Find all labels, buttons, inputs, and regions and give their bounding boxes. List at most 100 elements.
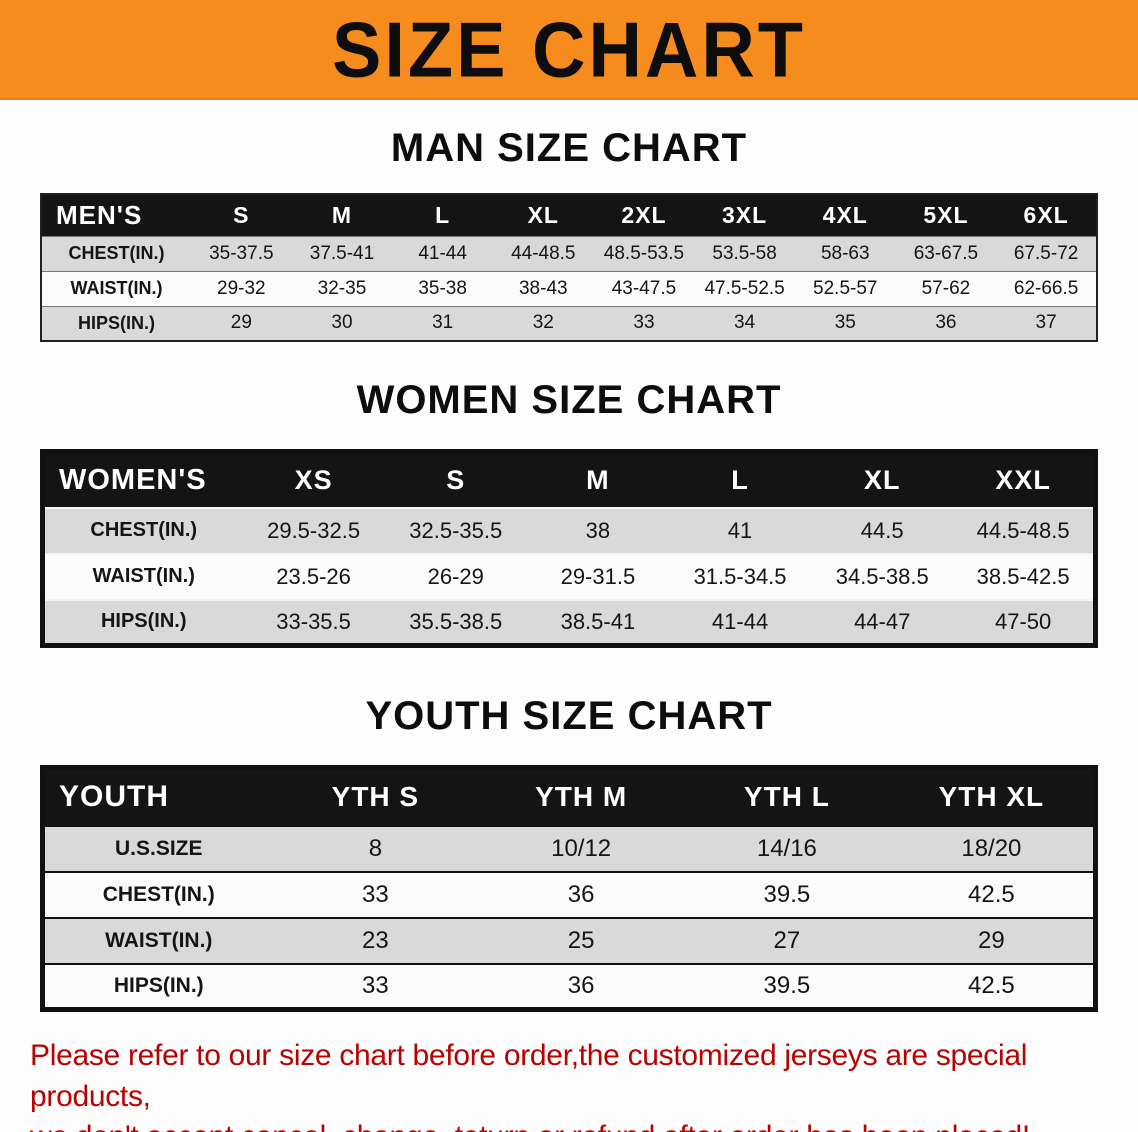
table-row: CHEST(IN.) 33 36 39.5 42.5 [42, 870, 1096, 918]
women-section-heading: WOMEN SIZE CHART [356, 378, 782, 422]
table-row: HIPS(IN.) 33-35.5 35.5-38.5 38.5-41 41-44 44-… [42, 598, 1096, 646]
measurement-row-label: WAIST(IN.) [41, 270, 191, 306]
size-value: 23.5-26 [242, 552, 385, 600]
youth-section: YOUTH SIZE CHART YOUTH YTH S YTH M YTH L YTH… [0, 648, 1138, 1012]
size-value: 48.5-53.5 [593, 235, 695, 271]
table-row: U.S.SIZE 8 10/12 14/16 18/20 [42, 824, 1096, 872]
table-row: WAIST(IN.) 29-32 32-35 35-38 38-43 43-47.5 47.… [41, 270, 1097, 306]
size-value: 44-47 [811, 598, 954, 646]
size-value: 30 [291, 305, 393, 341]
disclaimer-line-1: Please refer to our size chart before or… [30, 1039, 1028, 1113]
size-column-header: M [526, 451, 669, 508]
youth-section-heading: YOUTH SIZE CHART [365, 694, 773, 738]
size-column-header: S [191, 194, 292, 236]
size-value: 42.5 [889, 962, 1096, 1010]
size-value: 34.5-38.5 [811, 552, 954, 600]
size-value: 29 [191, 305, 292, 341]
table-row: HIPS(IN.) 29 30 31 32 33 34 35 36 37 [41, 305, 1097, 341]
men-section-heading: MAN SIZE CHART [390, 126, 748, 170]
size-value: 32.5-35.5 [384, 506, 527, 554]
size-value: 31 [392, 305, 493, 341]
table-corner-label: WOMEN'S [42, 451, 243, 508]
size-column-header: L [392, 194, 493, 236]
size-value: 32 [492, 305, 594, 341]
size-value: 33-35.5 [242, 598, 385, 646]
measurement-row-label: WAIST(IN.) [42, 916, 273, 964]
page-title: SIZE CHART [332, 5, 806, 93]
size-value: 23 [272, 916, 479, 964]
size-value: 29-32 [191, 270, 292, 306]
table-corner-label: MEN'S [41, 194, 191, 236]
measurement-row-label: U.S.SIZE [42, 824, 273, 872]
banner: SIZE CHART [0, 0, 1138, 100]
size-value: 8 [272, 824, 479, 872]
size-value: 41-44 [392, 235, 493, 271]
size-column-header: 5XL [895, 194, 997, 236]
size-value: 57-62 [895, 270, 997, 306]
size-column-header: YTH S [272, 767, 479, 826]
size-column-header: XL [811, 451, 954, 508]
size-value: 39.5 [684, 962, 890, 1010]
size-value: 35-37.5 [191, 235, 292, 271]
size-value: 38 [526, 506, 669, 554]
table-header-row: YOUTH YTH S YTH M YTH L YTH XL [42, 767, 1096, 826]
size-value: 14/16 [684, 824, 890, 872]
measurement-row-label: HIPS(IN.) [41, 305, 191, 341]
size-value: 63-67.5 [895, 235, 997, 271]
size-value: 18/20 [889, 824, 1096, 872]
size-value: 32-35 [291, 270, 393, 306]
size-value: 29 [889, 916, 1096, 964]
size-value: 27 [684, 916, 890, 964]
size-column-header: 2XL [593, 194, 695, 236]
size-value: 52.5-57 [794, 270, 896, 306]
women-section: WOMEN SIZE CHART WOMEN'S XS S M L XL XXL CHEST(… [0, 342, 1138, 648]
size-value: 33 [593, 305, 695, 341]
disclaimer-line-2: we don't accept cancel, change, teturn o… [30, 1117, 1114, 1132]
measurement-row-label: HIPS(IN.) [42, 962, 273, 1010]
size-value: 37 [996, 305, 1097, 341]
table-row: CHEST(IN.) 35-37.5 37.5-41 41-44 44-48.5 48.5… [41, 235, 1097, 271]
size-value: 35.5-38.5 [384, 598, 527, 646]
size-column-header: YTH L [684, 767, 890, 826]
size-value: 44.5-48.5 [953, 506, 1096, 554]
size-value: 37.5-41 [291, 235, 393, 271]
table-row: WAIST(IN.) 23.5-26 26-29 29-31.5 31.5-34.5 34… [42, 552, 1096, 600]
size-value: 47-50 [953, 598, 1096, 646]
measurement-row-label: CHEST(IN.) [41, 235, 191, 271]
youth-size-table: YOUTH YTH S YTH M YTH L YTH XL U.S.SIZE 8 10/12… [40, 765, 1098, 1012]
size-value: 53.5-58 [694, 235, 795, 271]
size-value: 29.5-32.5 [242, 506, 385, 554]
size-value: 35 [794, 305, 896, 341]
table-row: CHEST(IN.) 29.5-32.5 32.5-35.5 38 41 44.5 44.5… [42, 506, 1096, 554]
size-value: 38.5-42.5 [953, 552, 1096, 600]
size-column-header: 6XL [996, 194, 1097, 236]
size-column-header: XXL [953, 451, 1096, 508]
size-value: 36 [478, 962, 684, 1010]
size-value: 44.5 [811, 506, 954, 554]
size-value: 62-66.5 [996, 270, 1097, 306]
size-value: 33 [272, 870, 479, 918]
size-column-header: XS [242, 451, 385, 508]
size-value: 10/12 [478, 824, 684, 872]
size-value: 67.5-72 [996, 235, 1097, 271]
size-column-header: YTH M [478, 767, 684, 826]
size-column-header: M [291, 194, 393, 236]
table-corner-label: YOUTH [42, 767, 273, 826]
measurement-row-label: WAIST(IN.) [42, 552, 243, 600]
women-size-table: WOMEN'S XS S M L XL XXL CHEST(IN.) 29.5-32.5 32.5… [40, 449, 1098, 648]
table-row: HIPS(IN.) 33 36 39.5 42.5 [42, 962, 1096, 1010]
disclaimer: Please refer to our size chart before or… [0, 1012, 1138, 1132]
table-header-row: WOMEN'S XS S M L XL XXL [42, 451, 1096, 508]
size-column-header: XL [492, 194, 594, 236]
men-section: MAN SIZE CHART MEN'S S M L XL 2XL 3XL 4XL 5XL 6XL… [0, 100, 1138, 342]
size-value: 39.5 [684, 870, 890, 918]
size-value: 38.5-41 [526, 598, 669, 646]
size-value: 36 [478, 870, 684, 918]
size-column-header: S [384, 451, 527, 508]
size-column-header: YTH XL [889, 767, 1096, 826]
size-value: 26-29 [384, 552, 527, 600]
size-value: 58-63 [794, 235, 896, 271]
size-value: 31.5-34.5 [668, 552, 812, 600]
size-column-header: 4XL [794, 194, 896, 236]
